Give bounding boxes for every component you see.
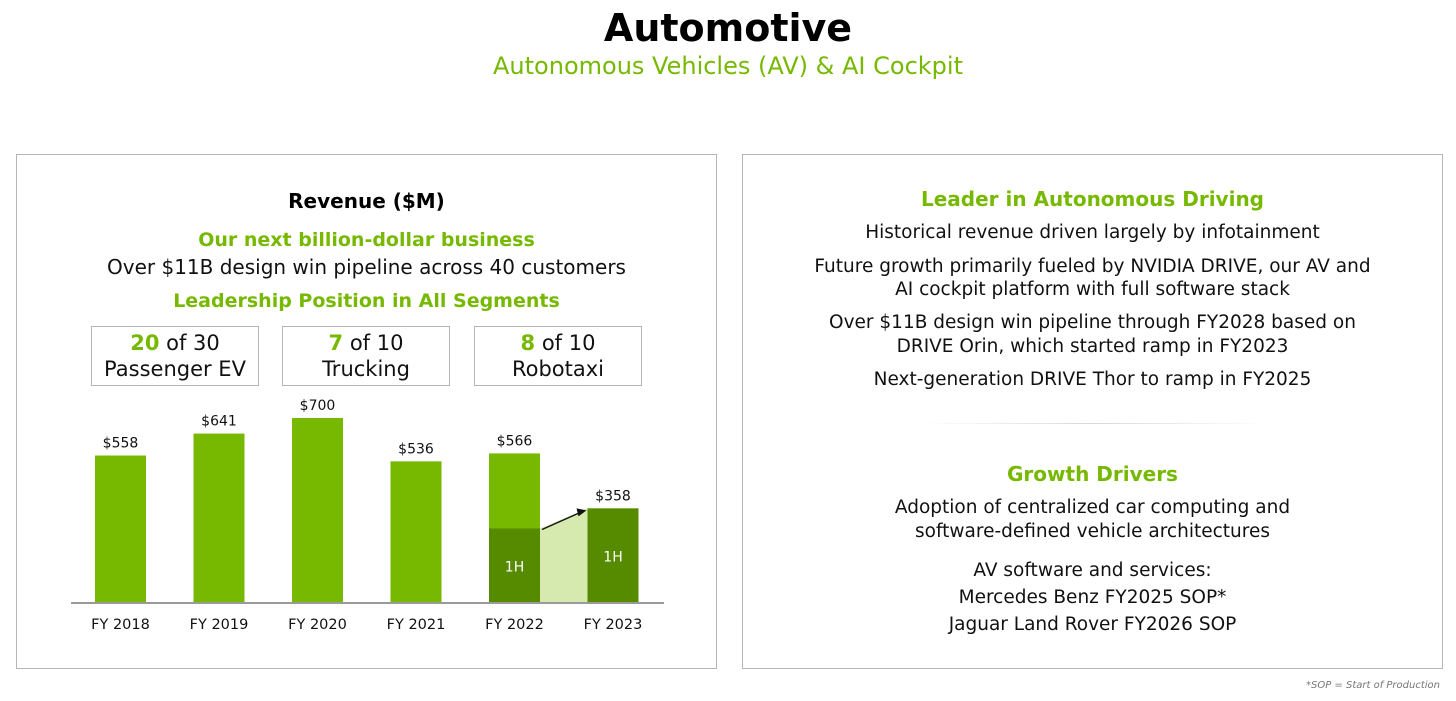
segment-passenger-ev: 20 of 30 Passenger EV xyxy=(91,326,259,386)
bar-fy-2018 xyxy=(95,455,146,603)
segment-count: 8 xyxy=(520,331,536,355)
growth-line: software-defined vehicle architectures xyxy=(915,521,1270,542)
footnote: *SOP = Start of Production xyxy=(1305,680,1440,691)
leader-line: AI cockpit platform with full software s… xyxy=(895,279,1290,300)
first-half-label: 1H xyxy=(505,560,524,576)
segment-total: of 10 xyxy=(343,331,404,355)
data-label: $558 xyxy=(103,436,139,452)
segment-trucking: 7 of 10 Trucking xyxy=(282,326,450,386)
revenue-panel: Revenue ($M) Our next billion-dollar bus… xyxy=(16,154,717,669)
first-half-bar xyxy=(489,528,540,603)
segment-label: Robotaxi xyxy=(511,357,605,381)
x-tick-label: FY 2018 xyxy=(91,617,150,633)
bar-fy-2021 xyxy=(390,461,442,603)
leader-line: Over $11B design win pipeline through FY… xyxy=(829,312,1356,333)
trend-arrow-line xyxy=(541,511,581,531)
revenue-title: Revenue ($M) xyxy=(288,189,445,213)
growth-line: Adoption of centralized car computing an… xyxy=(894,497,1291,518)
page-title: Automotive xyxy=(603,6,853,50)
leader-heading: Leader in Autonomous Driving xyxy=(920,187,1265,211)
leader-line: Future growth primarily fueled by NVIDIA… xyxy=(814,256,1371,277)
leader-line: Next-generation DRIVE Thor to ramp in FY… xyxy=(873,369,1312,390)
segment-count: 7 xyxy=(328,331,344,355)
segment-robotaxi: 8 of 10 Robotaxi xyxy=(474,326,642,386)
segment-count: 20 xyxy=(130,331,160,355)
x-tick-label: FY 2022 xyxy=(485,617,544,633)
x-tick-label: FY 2021 xyxy=(387,617,446,633)
x-tick-label: FY 2019 xyxy=(190,617,249,633)
segment-label: Passenger EV xyxy=(104,357,246,381)
data-label: $536 xyxy=(398,441,434,457)
section-divider xyxy=(923,423,1263,424)
leader-line: DRIVE Orin, which started ramp in FY2023 xyxy=(896,336,1289,357)
first-half-bar xyxy=(587,508,639,603)
data-label: $566 xyxy=(497,433,533,449)
segment-total: of 10 xyxy=(535,331,596,355)
data-label: $641 xyxy=(201,414,237,430)
growth-heading: Growth Drivers xyxy=(1007,462,1178,486)
growth-band xyxy=(540,508,588,603)
leadership-heading: Leadership Position in All Segments xyxy=(173,290,560,312)
segment-total: of 30 xyxy=(159,331,220,355)
x-tick-label: FY 2020 xyxy=(288,617,347,633)
x-tick-label: FY 2023 xyxy=(584,617,643,633)
trend-arrow-head xyxy=(576,508,587,517)
growth-line: Mercedes Benz FY2025 SOP* xyxy=(958,587,1227,608)
growth-line: AV software and services: xyxy=(973,560,1212,581)
bar-fy-2019 xyxy=(193,433,245,603)
first-half-label: 1H xyxy=(603,550,622,566)
data-label: $700 xyxy=(300,398,336,414)
growth-line: Jaguar Land Rover FY2026 SOP xyxy=(948,614,1237,635)
leader-line: Historical revenue driven largely by inf… xyxy=(865,222,1320,243)
data-label: $358 xyxy=(595,488,631,504)
info-panel: Leader in Autonomous Driving Historical … xyxy=(742,154,1443,669)
segment-label: Trucking xyxy=(322,357,410,381)
page-subtitle: Autonomous Vehicles (AV) & AI Cockpit xyxy=(493,52,963,80)
pipeline-text: Over $11B design win pipeline across 40 … xyxy=(107,255,626,279)
tagline: Our next billion-dollar business xyxy=(198,229,535,251)
bar-fy-2020 xyxy=(292,418,343,603)
revenue-bar-chart: $558 FY 2018 $641 FY 2019 $700 FY 2020 $536 FY … xyxy=(71,398,664,633)
